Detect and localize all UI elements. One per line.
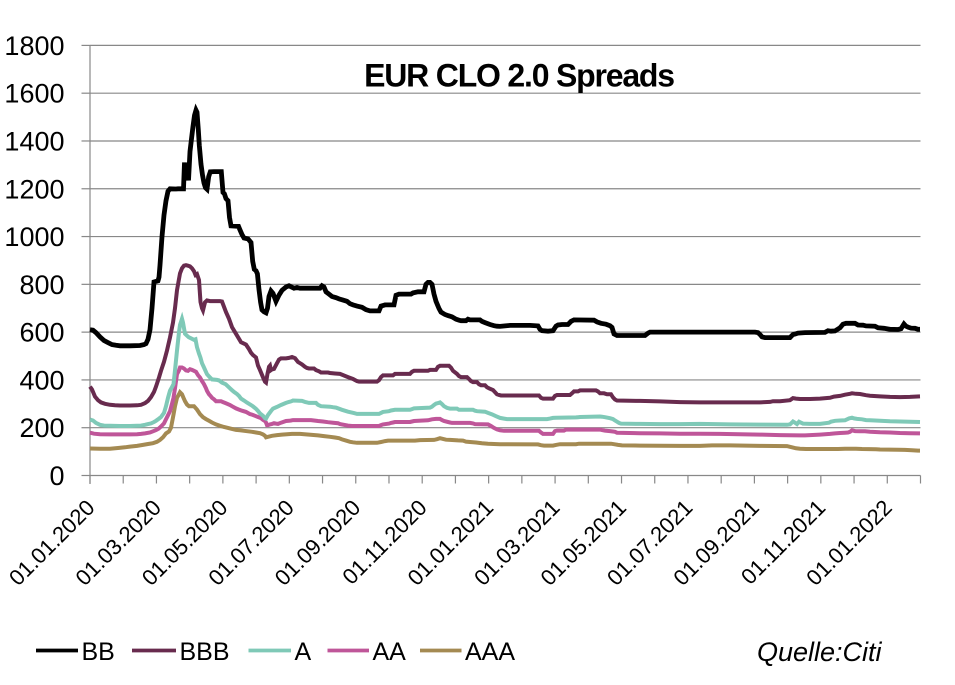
- svg-text:400: 400: [19, 365, 64, 395]
- svg-text:1400: 1400: [4, 126, 64, 156]
- svg-text:1600: 1600: [4, 79, 64, 109]
- svg-text:1000: 1000: [4, 222, 64, 252]
- svg-text:0: 0: [49, 461, 64, 491]
- svg-text:BB: BB: [82, 638, 115, 666]
- svg-text:A: A: [295, 638, 312, 666]
- svg-text:BBB: BBB: [180, 638, 230, 666]
- svg-text:600: 600: [19, 318, 64, 348]
- svg-text:EUR CLO 2.0 Spreads: EUR CLO 2.0 Spreads: [364, 58, 674, 94]
- svg-text:200: 200: [19, 413, 64, 443]
- svg-text:1200: 1200: [4, 174, 64, 204]
- svg-text:800: 800: [19, 270, 64, 300]
- svg-text:AA: AA: [373, 638, 407, 666]
- svg-text:1800: 1800: [4, 31, 64, 61]
- svg-text:AAA: AAA: [465, 638, 515, 666]
- svg-text:Quelle:Citi: Quelle:Citi: [757, 637, 883, 667]
